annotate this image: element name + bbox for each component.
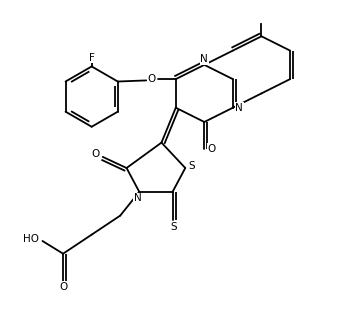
Text: HO: HO	[23, 235, 39, 244]
Text: O: O	[92, 150, 100, 159]
Text: O: O	[207, 144, 215, 154]
Text: O: O	[148, 74, 156, 84]
Text: S: S	[171, 222, 177, 232]
Text: F: F	[89, 52, 95, 62]
Text: N: N	[235, 103, 243, 113]
Text: N: N	[200, 54, 208, 64]
Text: O: O	[59, 282, 67, 292]
Text: N: N	[134, 193, 142, 203]
Text: S: S	[188, 161, 195, 171]
